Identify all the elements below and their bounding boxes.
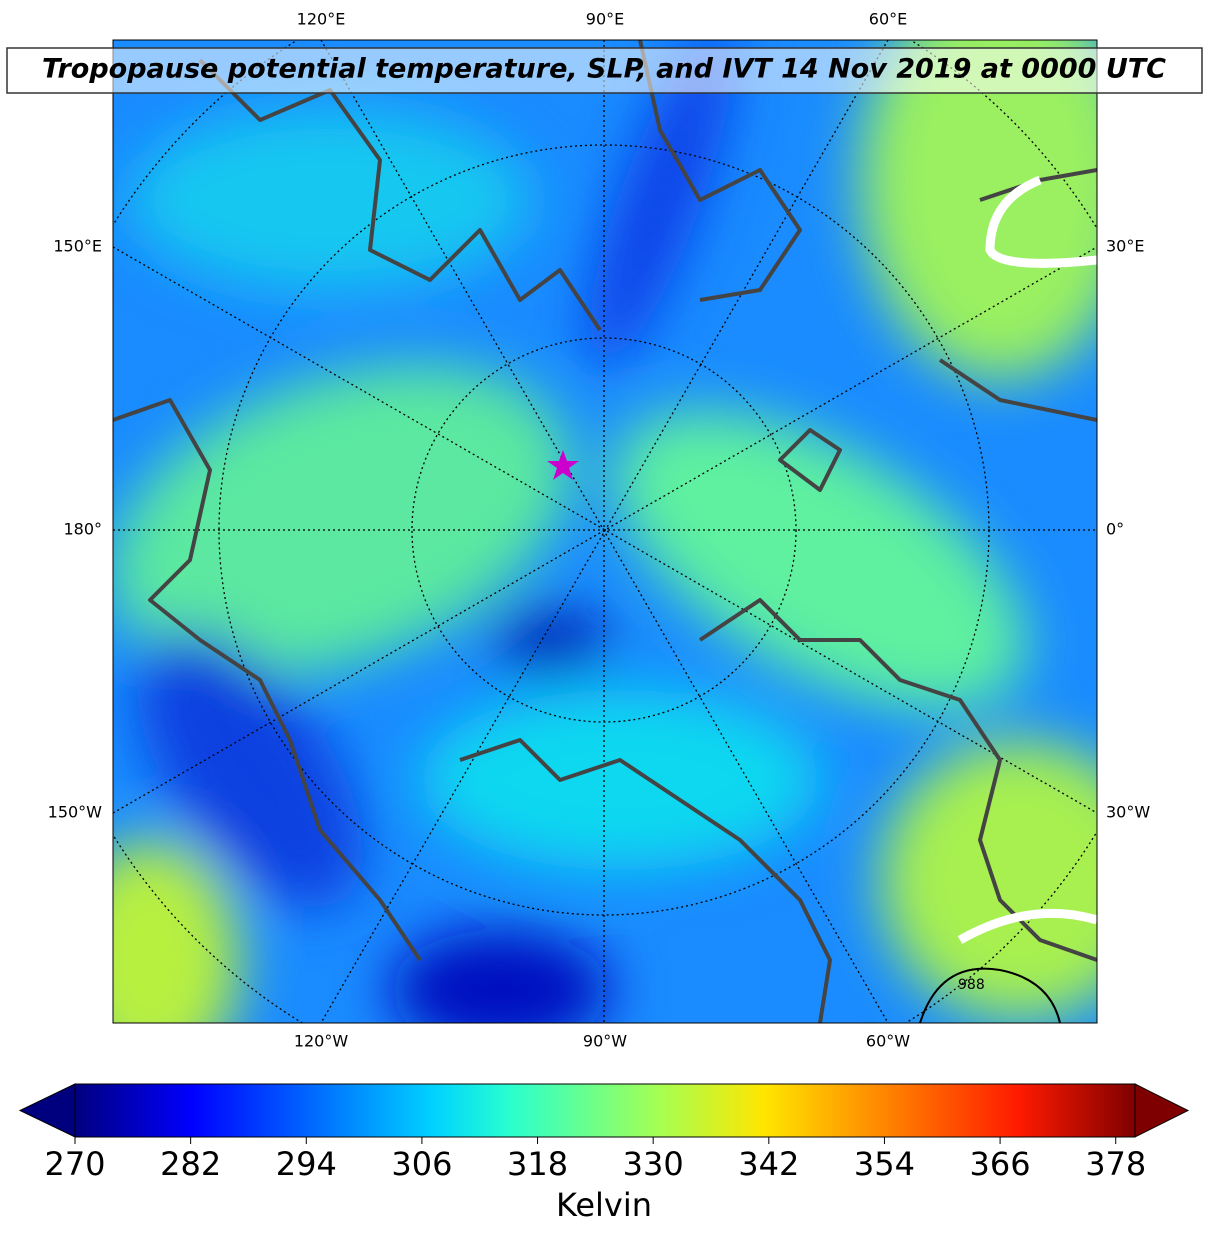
lon-label-bottom: 90°W xyxy=(583,1032,627,1051)
lon-label-bottom: 120°W xyxy=(294,1032,349,1051)
title-box xyxy=(6,47,1203,94)
colorbar-label: Kelvin xyxy=(556,1186,652,1224)
colorbar-extend-low xyxy=(18,1083,76,1138)
colorbar-tick-label: 366 xyxy=(970,1145,1031,1183)
lon-label-top: 120°E xyxy=(297,10,346,29)
map-frame xyxy=(112,39,1098,1024)
colorbar-tick-label: 318 xyxy=(507,1145,568,1183)
colorbar-ticks: 270 282 294 306 318 330 342 354 366 378 xyxy=(44,1137,1146,1183)
lon-label-top: 60°E xyxy=(869,10,907,29)
colorbar-tick-label: 282 xyxy=(160,1145,221,1183)
colorbar-tick-label: 306 xyxy=(391,1145,452,1183)
colorbar-tick-label: 342 xyxy=(738,1145,799,1183)
lon-label-left: 150°W xyxy=(48,803,103,822)
colorbar-tick-label: 330 xyxy=(623,1145,684,1183)
title: Tropopause potential temperature, SLP, a… xyxy=(42,54,1166,85)
lon-label-right: 0° xyxy=(1106,520,1124,539)
lon-label-left: 150°E xyxy=(53,237,102,256)
lon-label-top: 90°E xyxy=(586,10,624,29)
lon-label-right: 30°W xyxy=(1106,803,1150,822)
colorbar-tick-label: 354 xyxy=(854,1145,915,1183)
colorbar-extend-high xyxy=(1134,1083,1190,1138)
colorbar-tick-label: 270 xyxy=(44,1145,105,1183)
longitude-labels: 120°E 90°E 60°E 120°W 90°W 60°W 150°E 180° 150°W… xyxy=(48,10,1151,1051)
map: 988 xyxy=(113,40,1097,1023)
colorbar-tick-label: 378 xyxy=(1085,1145,1146,1183)
lon-label-bottom: 60°W xyxy=(866,1032,910,1051)
lon-label-right: 30°E xyxy=(1106,237,1144,256)
lon-label-left: 180° xyxy=(63,520,102,539)
colorbar xyxy=(75,1084,1135,1137)
contour-label: 988 xyxy=(958,977,985,993)
colorbar-frame xyxy=(74,1083,1136,1138)
colorbar-tick-label: 294 xyxy=(276,1145,337,1183)
